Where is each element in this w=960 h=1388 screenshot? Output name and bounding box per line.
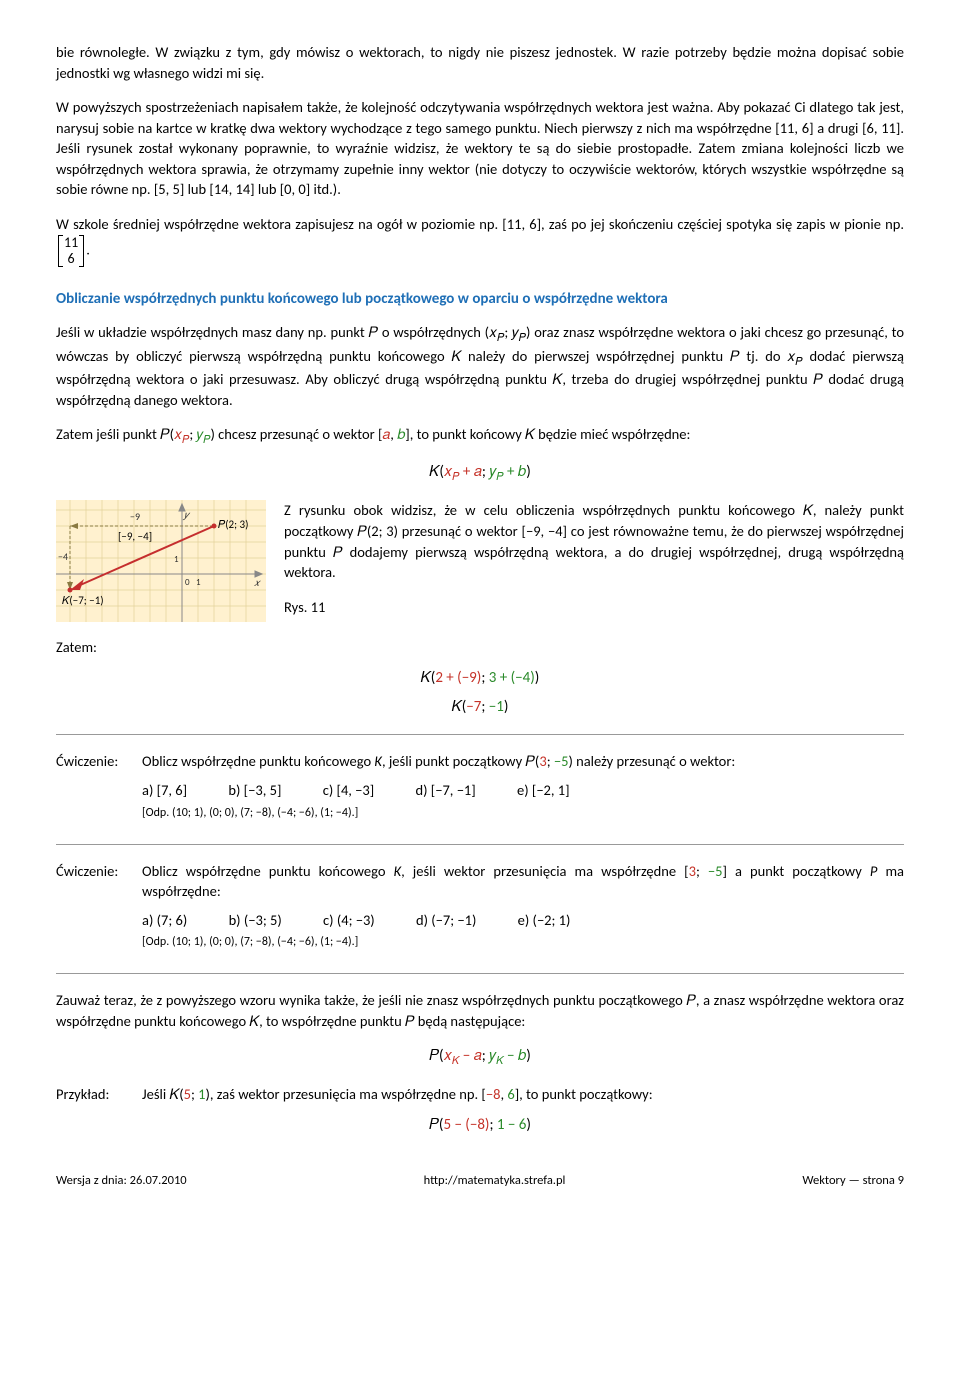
- para3-b: .: [86, 240, 90, 258]
- formula-2a: 𝐾(2 + (−9); 3 + (−4)): [56, 668, 904, 689]
- exercise-1-options: a) [7, 6] b) [−3, 5] c) [4, −3] d) [−7, …: [142, 780, 904, 801]
- label-P: 𝑃(2; 3): [218, 518, 248, 531]
- paragraph-5: Zatem jeśli punkt 𝑃(𝑥𝑃; 𝑦𝑃) chcesz przes…: [56, 424, 904, 448]
- exercise-2-text: Oblicz współrzędne punktu końcowego K, j…: [142, 861, 904, 902]
- ex1-opt-b: b) [−3, 5]: [228, 780, 281, 801]
- figure-description: Z rysunku obok widzisz, że w celu oblicz…: [284, 500, 904, 582]
- ex1-opt-d: d) [−7, −1]: [415, 780, 475, 801]
- przyklad-label: Przykład:: [56, 1084, 142, 1105]
- formula-2b: 𝐾(−7; −1): [56, 697, 904, 718]
- point-K: [68, 588, 73, 593]
- label-0: 0: [185, 577, 190, 588]
- matrix-bot: 6: [64, 251, 78, 267]
- page-footer: Wersja z dnia: 26.07.2010 http://matemat…: [56, 1172, 904, 1190]
- label-1y: 1: [174, 554, 179, 565]
- paragraph-2: W powyższych spostrzeżeniach napisałem t…: [56, 97, 904, 200]
- ex1-opt-a: a) [7, 6]: [142, 780, 187, 801]
- ex1-opt-c: c) [4, −3]: [323, 780, 375, 801]
- exercise-2-answer: [Odp. (10; 1), (0; 0), (7; −8), (−4; −6)…: [142, 934, 904, 951]
- exercise-label-1: Ćwiczenie:: [56, 751, 142, 827]
- footer-center: http://matematyka.strefa.pl: [424, 1172, 566, 1190]
- exercise-1-answer: [Odp. (10; 1), (0; 0), (7; −8), (−4; −6)…: [142, 805, 904, 822]
- label-K: 𝐾(−7; −1): [62, 594, 104, 607]
- separator-2: [56, 844, 904, 845]
- label-minus9: −9: [130, 510, 140, 523]
- label-1x: 1: [196, 577, 201, 588]
- separator-3: [56, 973, 904, 974]
- ex2-opt-b: b) (−3; 5): [229, 910, 282, 931]
- formula-P: 𝑃(𝑥𝐾 − 𝑎; 𝑦𝐾 − 𝑏): [56, 1046, 904, 1069]
- przyklad-text: Jeśli 𝐾(5; 1), zaś wektor przesunięcia m…: [142, 1084, 904, 1105]
- formula-K: 𝐾(𝑥𝑃 + 𝑎; 𝑦𝑃 + 𝑏): [56, 462, 904, 485]
- footer-right: Wektory — strona 9: [802, 1172, 904, 1190]
- ex2-opt-c: c) (4; −3): [323, 910, 375, 931]
- matrix-top: 11: [64, 235, 78, 251]
- figure-caption: Rys. 11: [284, 597, 904, 618]
- point-P: [212, 524, 217, 529]
- formula-4: 𝑃(5 − (−8); 1 − 6): [56, 1115, 904, 1136]
- column-vector: 11 6: [58, 235, 84, 267]
- label-minus4: −4: [58, 550, 68, 563]
- ex2-opt-e: e) (−2; 1): [518, 910, 571, 931]
- footer-left: Wersja z dnia: 26.07.2010: [56, 1172, 187, 1190]
- exercise-1-text: Oblicz współrzędne punktu końcowego K, j…: [142, 751, 904, 772]
- label-vector: [−9, −4]: [118, 530, 152, 543]
- paragraph-6: Zauważ teraz, że z powyższego wzoru wyni…: [56, 990, 904, 1031]
- exercise-label-2: Ćwiczenie:: [56, 861, 142, 958]
- separator-1: [56, 734, 904, 735]
- zatem-label: Zatem:: [56, 637, 904, 658]
- exercise-2-options: a) (7; 6) b) (−3; 5) c) (4; −3) d) (−7; …: [142, 910, 904, 931]
- ex1-opt-e: e) [−2, 1]: [517, 780, 570, 801]
- paragraph-4: Jeśli w układzie współrzędnych masz dany…: [56, 322, 904, 410]
- para3-a: W szkole średniej współrzędne wektora za…: [56, 215, 904, 233]
- paragraph-3: W szkole średniej współrzędne wektora za…: [56, 214, 904, 267]
- paragraph-1: bie równoległe. W związku z tym, gdy mów…: [56, 42, 904, 83]
- ex2-opt-d: d) (−7; −1): [416, 910, 476, 931]
- section-heading: Obliczanie współrzędnych punktu końcoweg…: [56, 289, 904, 310]
- figure-11: −9 −4 [−9, −4] 𝑃(2; 3) 𝐾(−7; −1) 𝑦 𝑥 0 1…: [56, 500, 266, 631]
- ex2-opt-a: a) (7; 6): [142, 910, 187, 931]
